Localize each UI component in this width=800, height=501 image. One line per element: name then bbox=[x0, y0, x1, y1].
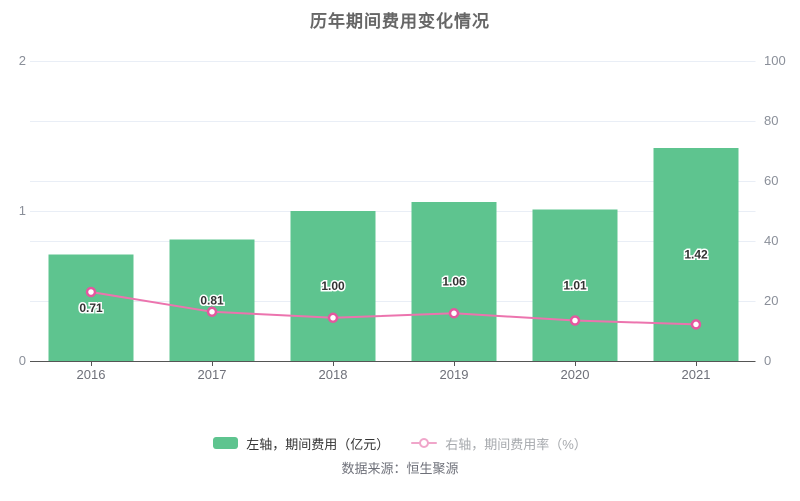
legend: 左轴，期间费用（亿元） 右轴，期间费用率（%） bbox=[0, 433, 800, 453]
rate-line-marker-2019[interactable] bbox=[448, 308, 460, 319]
chart-plot: 0.71 0.81 1.00 1.06 1.01 1.42 2016 2017 2018 2019… bbox=[19, 53, 786, 382]
rate-line-marker-2021[interactable] bbox=[690, 319, 702, 330]
legend-item-line[interactable]: 右轴，期间费用率（%） bbox=[411, 434, 587, 453]
left-axis-label-1: 1 bbox=[19, 203, 26, 218]
rate-line-marker-2020[interactable] bbox=[569, 315, 581, 326]
right-axis-label-20: 20 bbox=[764, 293, 778, 308]
legend-item-bar[interactable]: 左轴，期间费用（亿元） bbox=[213, 434, 389, 453]
line-series-marker-icon bbox=[411, 437, 438, 449]
bar-series-swatch-icon bbox=[213, 437, 239, 449]
rate-line-marker-2017[interactable] bbox=[206, 306, 218, 318]
x-axis-label-2021: 2021 bbox=[682, 367, 711, 382]
bar-value-label-2020: 1.01 bbox=[563, 278, 587, 292]
x-axis-label-2017: 2017 bbox=[198, 367, 227, 382]
legend-line-label: 右轴，期间费用率（%） bbox=[445, 436, 587, 452]
chart-title: 历年期间费用变化情况 bbox=[310, 12, 490, 31]
legend-bar-label: 左轴，期间费用（亿元） bbox=[246, 436, 390, 452]
bar-value-label-2016: 0.71 bbox=[79, 301, 103, 315]
left-axis-label-2: 2 bbox=[19, 53, 26, 68]
rate-line-marker-2016[interactable] bbox=[85, 286, 97, 298]
x-axis-label-2016: 2016 bbox=[77, 367, 106, 382]
bar-value-label-2021: 1.42 bbox=[684, 248, 708, 262]
bar-value-label-2018: 1.00 bbox=[321, 279, 345, 293]
rate-line-series bbox=[90, 291, 697, 326]
bar-2017[interactable] bbox=[169, 239, 255, 362]
right-axis-label-100: 100 bbox=[764, 53, 786, 68]
bar-2018[interactable] bbox=[290, 211, 376, 361]
left-axis-label-0: 0 bbox=[19, 353, 26, 368]
x-axis-label-2019: 2019 bbox=[440, 367, 469, 382]
bar-2016[interactable] bbox=[48, 254, 134, 362]
bar-value-label-2017: 0.81 bbox=[200, 293, 224, 307]
right-axis-label-40: 40 bbox=[764, 233, 778, 248]
right-axis-label-80: 80 bbox=[764, 113, 778, 128]
bar-value-label-2019: 1.06 bbox=[442, 275, 466, 289]
x-axis-label-2020: 2020 bbox=[561, 367, 590, 382]
rate-line-marker-2018[interactable] bbox=[327, 312, 339, 324]
data-source: 数据来源：恒生聚源 bbox=[341, 461, 459, 476]
right-axis-label-0: 0 bbox=[764, 353, 771, 368]
bar-2020[interactable] bbox=[532, 209, 618, 362]
right-axis-label-60: 60 bbox=[764, 173, 778, 188]
bar-2019[interactable] bbox=[411, 202, 497, 361]
x-axis-label-2018: 2018 bbox=[319, 367, 348, 382]
